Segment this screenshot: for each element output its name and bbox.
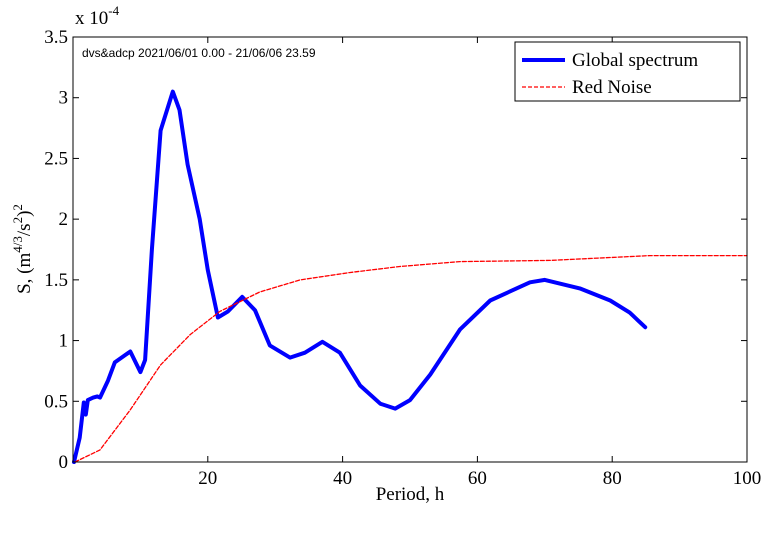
series-line-red-noise <box>74 254 748 463</box>
y-tick-label: 3 <box>59 88 69 109</box>
y-tick-label: 0 <box>59 452 69 473</box>
series-line-global-spectrum <box>72 89 648 464</box>
legend-label-red-noise: Red Noise <box>572 77 652 98</box>
y-tick-label: 1.5 <box>44 270 68 291</box>
x-tick-label: 100 <box>733 468 762 489</box>
legend: Global spectrum Red Noise <box>514 41 741 102</box>
y-axis-label: S, (m4/3/s2)2 <box>10 204 35 294</box>
x-tick-label: 60 <box>468 468 487 489</box>
legend-box <box>514 41 741 102</box>
legend-label-global-spectrum: Global spectrum <box>572 50 698 71</box>
plot-frame <box>72 36 748 463</box>
y-tick-label: 2.5 <box>44 148 68 169</box>
x-tick-label: 80 <box>603 468 622 489</box>
y-tick-label: 3.5 <box>44 27 68 48</box>
y-tick-label: 1 <box>59 331 69 352</box>
y-multiplier: x 10-4 <box>75 3 120 29</box>
x-tick-label: 20 <box>198 468 217 489</box>
x-axis-label: Period, h <box>376 484 445 505</box>
y-tick-label: 0.5 <box>44 391 68 412</box>
y-tick-label: 2 <box>59 209 69 230</box>
annotation-text: dvs&adcp 2021/06/01 0.00 - 21/06/06 23.5… <box>82 46 316 60</box>
x-tick-label: 40 <box>333 468 352 489</box>
